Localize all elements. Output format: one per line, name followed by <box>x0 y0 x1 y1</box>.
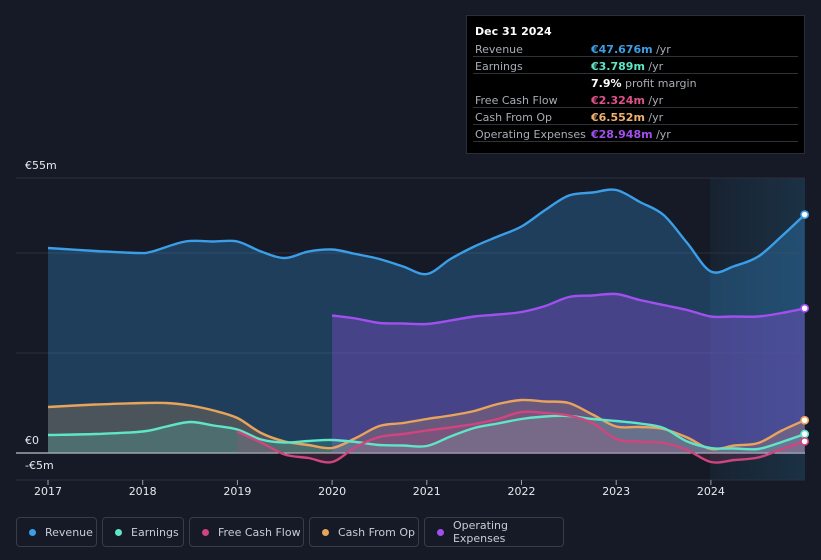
tooltip-label-fcf: Free Cash Flow <box>475 94 558 107</box>
x-tick-label: 2024 <box>697 485 725 498</box>
tooltip-value-fcf: €2.324m /yr <box>591 94 664 107</box>
free-cash-flow-line <box>236 410 806 464</box>
tooltip-value-revenue: €47.676m /yr <box>591 43 671 56</box>
legend-item-free-cash-flow[interactable]: Free Cash Flow <box>189 517 304 547</box>
earnings-line <box>47 414 806 451</box>
legend-label: Cash From Op <box>338 525 416 539</box>
x-tick-label: 2021 <box>413 485 441 498</box>
legend-item-earnings[interactable]: Earnings <box>102 517 184 547</box>
x-tick-label: 2020 <box>318 485 346 498</box>
legend-item-cash-from-op[interactable]: Cash From Op <box>309 517 419 547</box>
tooltip-value-opex: €28.948m /yr <box>591 128 671 141</box>
legend-dot-icon <box>115 528 122 536</box>
revenue-line <box>47 188 806 276</box>
legend-dot-icon <box>437 528 444 536</box>
tooltip-label-cfo: Cash From Op <box>475 111 553 124</box>
tooltip-divider <box>473 56 798 57</box>
revenue-area <box>48 189 805 454</box>
tooltip-label-earnings: Earnings <box>475 60 523 73</box>
free-cash-flow-area <box>237 411 805 463</box>
series-lines <box>47 188 806 464</box>
series-areas <box>48 189 805 463</box>
tooltip-divider <box>473 73 798 74</box>
revenue-end-marker <box>800 210 810 220</box>
tooltip-label-opex: Operating Expenses <box>475 128 586 141</box>
series-end-markers <box>800 210 810 446</box>
earnings-end-marker <box>800 429 810 439</box>
legend-label: Revenue <box>45 525 93 539</box>
free-cash-flow-end-marker <box>800 436 810 446</box>
operating-expenses-area <box>332 293 805 453</box>
x-tick-label: 2019 <box>223 485 251 498</box>
x-axis: 2017 2018 2019 2020 2021 2022 2023 2024 <box>34 480 725 498</box>
legend-dot-icon <box>202 528 209 536</box>
operating-expenses-end-marker <box>800 303 810 313</box>
tooltip-value-earnings: €3.789m /yr <box>591 60 664 73</box>
y-tick-zero: €0 <box>25 434 39 447</box>
legend-dot-icon <box>29 528 36 536</box>
y-tick-top: €55m <box>25 159 57 172</box>
x-tick-label: 2017 <box>34 485 62 498</box>
x-tick-label: 2023 <box>602 485 630 498</box>
tooltip-divider <box>473 141 798 142</box>
x-tick-label: 2022 <box>508 485 536 498</box>
cash-from-op-line <box>47 398 806 451</box>
x-tick-label: 2018 <box>129 485 157 498</box>
y-tick-bottom: -€5m <box>25 459 54 472</box>
legend-label: Earnings <box>131 525 179 539</box>
tooltip-date: Dec 31 2024 <box>475 25 552 38</box>
cash-from-op-end-marker <box>800 415 810 425</box>
legend-item-operating-expenses[interactable]: Operating Expenses <box>424 517 564 547</box>
legend-label: Free Cash Flow <box>218 525 301 539</box>
tooltip-value-profit-margin: 7.9% profit margin <box>591 77 697 90</box>
legend-dot-icon <box>322 528 329 536</box>
tooltip-value-cfo: €6.552m /yr <box>591 111 664 124</box>
legend-item-revenue[interactable]: Revenue <box>16 517 97 547</box>
tooltip-label-revenue: Revenue <box>475 43 523 56</box>
tooltip-divider <box>473 107 798 108</box>
tooltip-divider <box>473 124 798 125</box>
data-tooltip: Dec 31 2024 Revenue €47.676m /yr Earning… <box>466 15 805 154</box>
operating-expenses-line <box>331 292 805 326</box>
legend-label: Operating Expenses <box>452 519 508 545</box>
